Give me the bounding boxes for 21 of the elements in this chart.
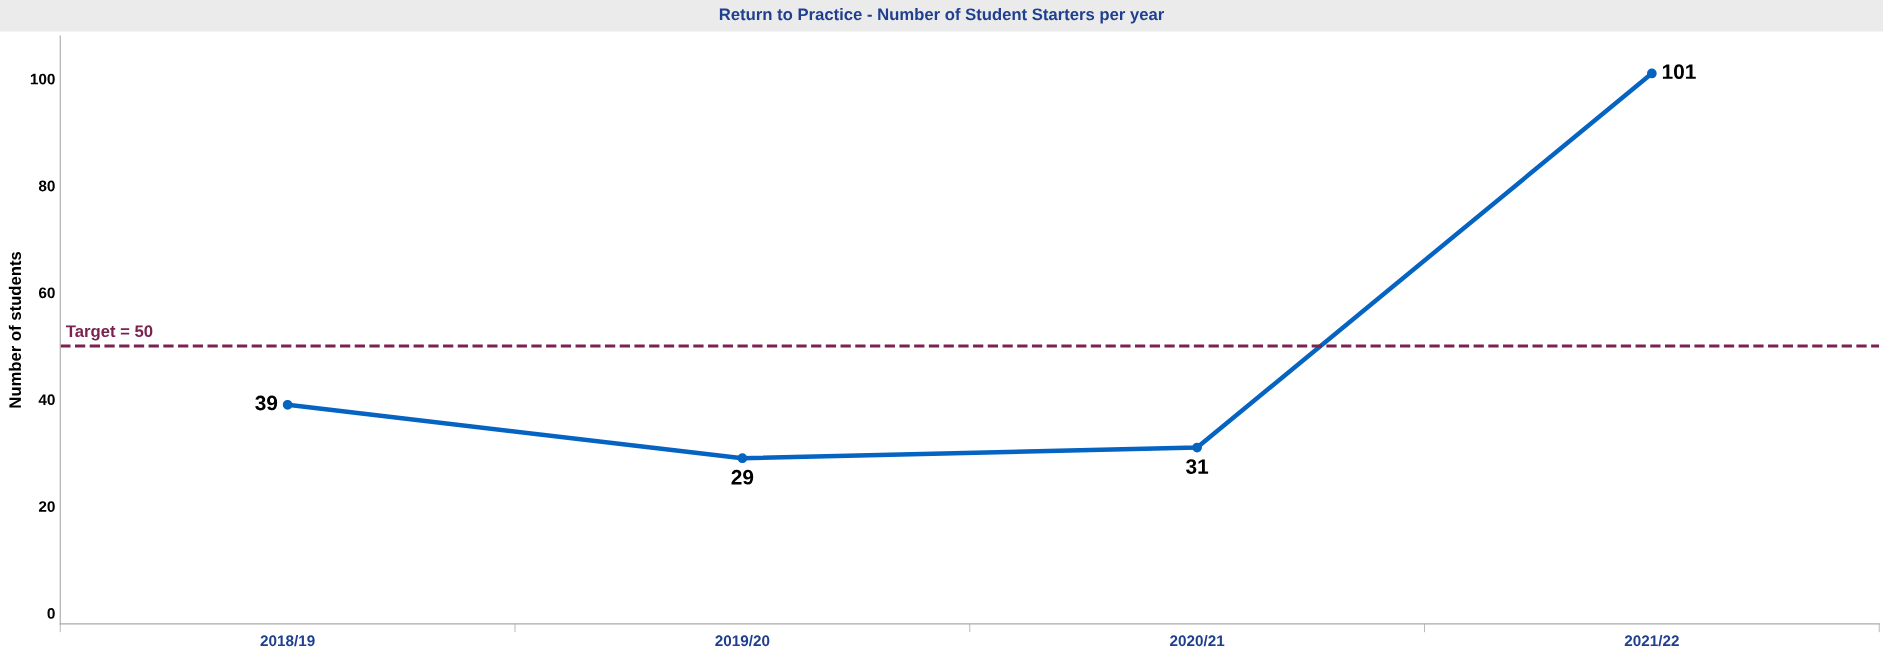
data-label: 101 [1662, 64, 1696, 80]
chart-title: Return to Practice - Number of Student Starters per year [719, 7, 1164, 24]
x-tick-label: 2019/20 [715, 634, 770, 647]
data-label: 31 [1186, 459, 1209, 474]
x-tick-label: 2021/22 [1624, 634, 1679, 647]
y-tick-label: 0 [47, 608, 55, 619]
y-tick-label: 40 [38, 394, 55, 406]
point [1646, 68, 1657, 79]
x-tick-label: 2018/19 [260, 634, 315, 647]
x-tick-label: 2020/21 [1170, 634, 1225, 647]
point [282, 399, 293, 410]
y-tick-label: 60 [38, 287, 55, 299]
point [737, 453, 748, 464]
data-label: 29 [731, 469, 754, 485]
y-tick-label: 80 [38, 180, 55, 192]
ref-line-label: Target = 50 [66, 325, 153, 341]
y-tick-label: 20 [38, 501, 55, 512]
data-label: 39 [255, 395, 278, 411]
y-tick-label: 100 [30, 73, 55, 85]
point [1192, 442, 1202, 453]
y-axis-title: Number of students [8, 251, 22, 408]
